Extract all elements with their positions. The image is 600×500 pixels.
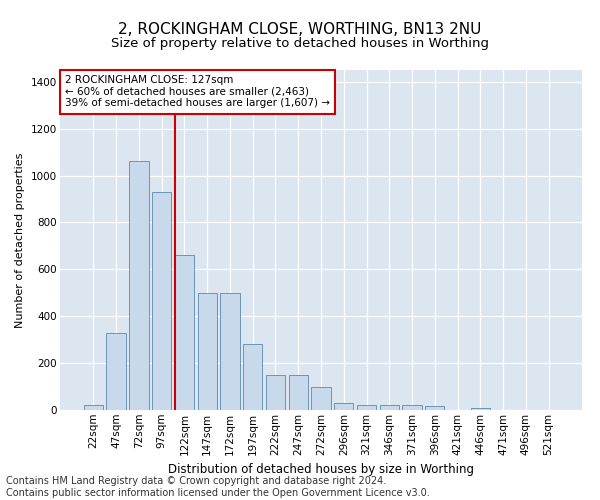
Bar bbox=[266, 375, 285, 410]
Bar bbox=[403, 406, 422, 410]
Bar bbox=[380, 406, 399, 410]
Bar bbox=[311, 386, 331, 410]
Bar bbox=[197, 293, 217, 410]
Bar bbox=[129, 162, 149, 410]
Bar bbox=[243, 344, 262, 410]
Bar bbox=[425, 406, 445, 410]
Bar bbox=[289, 375, 308, 410]
Bar bbox=[357, 406, 376, 410]
Bar bbox=[175, 255, 194, 410]
X-axis label: Distribution of detached houses by size in Worthing: Distribution of detached houses by size … bbox=[168, 463, 474, 476]
Text: 2, ROCKINGHAM CLOSE, WORTHING, BN13 2NU: 2, ROCKINGHAM CLOSE, WORTHING, BN13 2NU bbox=[118, 22, 482, 38]
Y-axis label: Number of detached properties: Number of detached properties bbox=[16, 152, 25, 328]
Bar bbox=[334, 403, 353, 410]
Text: Contains HM Land Registry data © Crown copyright and database right 2024.
Contai: Contains HM Land Registry data © Crown c… bbox=[6, 476, 430, 498]
Bar bbox=[152, 192, 172, 410]
Bar bbox=[106, 332, 126, 410]
Text: Size of property relative to detached houses in Worthing: Size of property relative to detached ho… bbox=[111, 38, 489, 51]
Bar bbox=[470, 408, 490, 410]
Bar bbox=[84, 406, 103, 410]
Bar bbox=[220, 293, 239, 410]
Text: 2 ROCKINGHAM CLOSE: 127sqm
← 60% of detached houses are smaller (2,463)
39% of s: 2 ROCKINGHAM CLOSE: 127sqm ← 60% of deta… bbox=[65, 75, 330, 108]
